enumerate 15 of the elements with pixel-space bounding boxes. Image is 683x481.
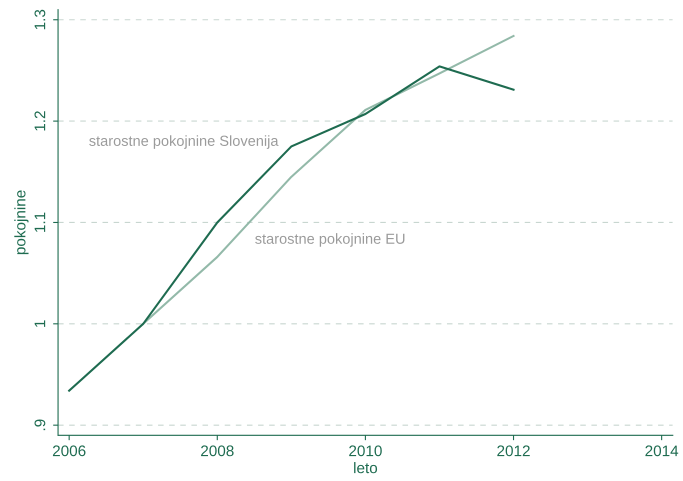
y-axis-title: pokojnine <box>14 190 29 254</box>
x-tick-label: 2010 <box>349 445 382 456</box>
x-axis-title: leto <box>354 462 378 474</box>
y-tick-label: .9 <box>34 420 46 430</box>
y-tick-label: 1.2 <box>34 111 46 131</box>
x-tick-label: 2008 <box>201 445 234 456</box>
x-tick-label: 2014 <box>645 445 678 456</box>
x-tick-label: 2006 <box>52 445 86 456</box>
series-label: starostne pokojnine EU <box>255 233 404 247</box>
y-tick-label: 1.1 <box>34 212 46 232</box>
series-label: starostne pokojnine Slovenija <box>89 135 278 149</box>
y-tick-label: 1.3 <box>34 10 46 30</box>
y-tick-label: 1 <box>34 320 46 327</box>
x-tick-label: 2012 <box>497 445 530 456</box>
line-series <box>68 65 515 392</box>
